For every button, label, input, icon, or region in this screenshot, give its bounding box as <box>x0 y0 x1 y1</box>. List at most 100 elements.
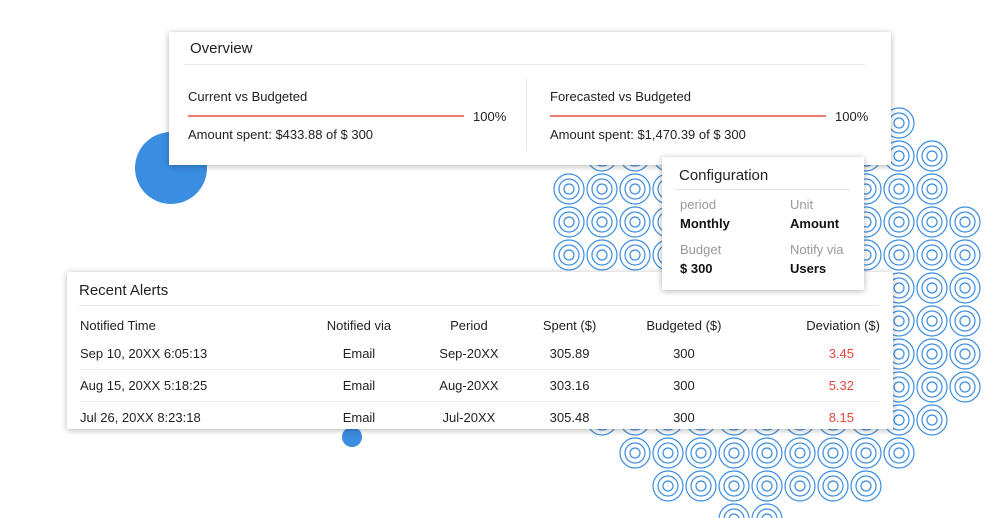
ring-mark <box>926 282 938 294</box>
ring-mark <box>629 447 641 459</box>
divider <box>79 305 879 306</box>
ring-mark <box>619 206 651 238</box>
table-cell: 300 <box>617 338 751 370</box>
table-cell: 3.45 <box>750 338 881 370</box>
ring-mark <box>563 249 575 261</box>
field-value: Monthly <box>680 216 730 231</box>
ring-mark <box>926 414 938 426</box>
metric-label: Forecasted vs Budgeted <box>550 89 691 104</box>
ring-mark <box>954 343 976 365</box>
ring-mark <box>893 117 905 129</box>
ring-mark <box>558 244 580 266</box>
ring-mark <box>959 381 971 393</box>
ring-mark <box>949 371 981 403</box>
ring-mark <box>893 315 905 327</box>
ring-mark <box>591 178 613 200</box>
table-cell: Email <box>342 410 376 425</box>
overview-card: Overview Current vs Budgeted 100% Amount… <box>169 32 891 165</box>
ring-mark <box>817 470 849 502</box>
ring-mark <box>921 211 943 233</box>
ring-mark <box>916 239 948 271</box>
config-field-budget: Budget $ 300 <box>680 242 721 276</box>
ring-mark <box>586 239 618 271</box>
ring-mark <box>652 437 684 469</box>
ring-mark <box>949 305 981 337</box>
ring-mark <box>690 442 712 464</box>
ring-mark <box>728 447 740 459</box>
ring-mark <box>761 480 773 492</box>
column-header: Period <box>450 317 488 333</box>
ring-mark <box>794 447 806 459</box>
ring-mark <box>893 150 905 162</box>
ring-mark <box>723 508 745 518</box>
ring-mark <box>888 178 910 200</box>
ring-mark <box>893 381 905 393</box>
decorative-dot-small <box>342 427 362 447</box>
ring-mark <box>827 480 839 492</box>
ring-mark <box>893 348 905 360</box>
ring-mark <box>916 371 948 403</box>
table-cell: 300 <box>617 369 751 402</box>
ring-mark <box>657 442 679 464</box>
ring-mark <box>860 480 872 492</box>
ring-mark <box>888 442 910 464</box>
ring-mark <box>652 470 684 502</box>
ring-mark <box>926 216 938 228</box>
table-cell: Sep 10, 20XX 6:05:13 <box>79 338 302 370</box>
column-header: Deviation ($) <box>806 317 880 333</box>
table-cell: 300 <box>673 410 695 425</box>
field-key: Notify via <box>790 242 844 257</box>
table-cell: Aug-20XX <box>416 369 522 402</box>
ring-mark <box>624 178 646 200</box>
table-cell: 8.15 <box>828 410 854 425</box>
ring-mark <box>558 211 580 233</box>
ring-mark <box>619 173 651 205</box>
ring-mark <box>756 508 778 518</box>
recent-alerts-card: Recent Alerts Notified Time Notified via… <box>67 272 893 429</box>
ring-mark <box>893 183 905 195</box>
ring-mark <box>690 475 712 497</box>
configuration-title: Configuration <box>679 167 769 184</box>
vertical-divider <box>526 79 527 151</box>
ring-mark <box>586 206 618 238</box>
ring-mark <box>926 315 938 327</box>
ring-mark <box>723 475 745 497</box>
metric-percent: 100% <box>473 109 507 124</box>
ring-mark <box>751 503 783 518</box>
ring-mark <box>553 239 585 271</box>
ring-mark <box>954 244 976 266</box>
ring-mark <box>921 376 943 398</box>
ring-mark <box>916 338 948 370</box>
ring-mark <box>827 447 839 459</box>
ring-mark <box>888 211 910 233</box>
ring-mark <box>921 310 943 332</box>
ring-mark <box>718 437 750 469</box>
ring-mark <box>784 470 816 502</box>
ring-mark <box>629 216 641 228</box>
ring-mark <box>959 315 971 327</box>
ring-mark <box>959 216 971 228</box>
ring-mark <box>761 447 773 459</box>
ring-mark <box>949 272 981 304</box>
config-field-notify-via: Notify via Users <box>790 242 843 276</box>
field-key: Budget <box>680 242 722 257</box>
table-row: Aug 15, 20XX 5:18:25 Email Aug-20XX 303.16 3… <box>79 369 881 402</box>
ring-mark <box>794 480 806 492</box>
ring-mark <box>718 470 750 502</box>
ring-mark <box>860 447 872 459</box>
ring-mark <box>926 183 938 195</box>
ring-mark <box>756 475 778 497</box>
ring-mark <box>888 112 910 134</box>
table-row: Jul 26, 20XX 8:23:18 Email Jul-20XX 305.48 3… <box>79 402 881 434</box>
field-value: Users <box>790 261 827 276</box>
ring-mark <box>888 145 910 167</box>
ring-mark <box>954 277 976 299</box>
ring-mark <box>629 183 641 195</box>
column-header: Notified Time <box>80 317 156 333</box>
ring-mark <box>855 442 877 464</box>
ring-mark <box>916 272 948 304</box>
metric-amount: Amount spent: $433.88 of $ 300 <box>188 127 374 142</box>
ring-mark <box>954 376 976 398</box>
ring-mark <box>596 249 608 261</box>
ring-mark <box>949 239 981 271</box>
